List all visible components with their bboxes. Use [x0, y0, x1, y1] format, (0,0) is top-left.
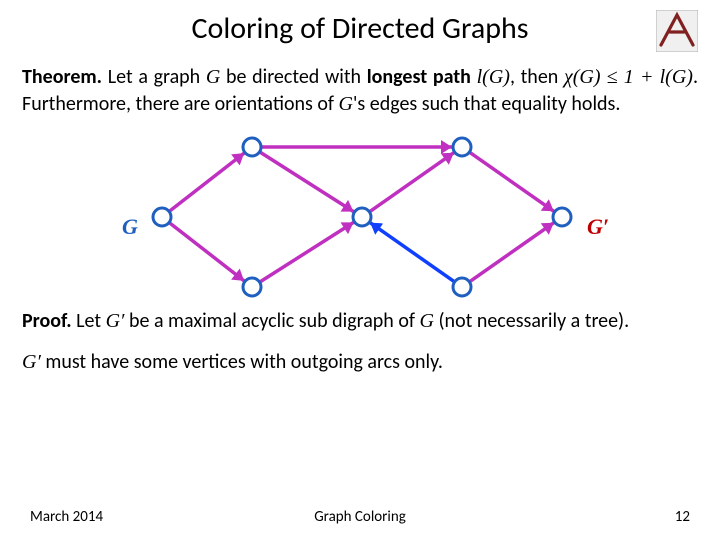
- longest-path: longest path: [367, 65, 471, 89]
- var-G2: G: [339, 93, 353, 115]
- label-G: G: [122, 214, 138, 240]
- footer-title: Graph Coloring: [314, 508, 406, 526]
- var-Gp2: G′: [22, 351, 41, 373]
- footer-date: March 2014: [30, 508, 103, 526]
- proof-line2: G′ must have some vertices with outgoing…: [22, 349, 698, 376]
- graph-diagram: G G′: [22, 122, 698, 302]
- label-Gprime: G′: [587, 214, 609, 240]
- footer-page: 12: [675, 508, 690, 526]
- technion-logo-icon: [656, 10, 698, 52]
- var-G3: G: [420, 310, 434, 332]
- theorem-label: Theorem.: [22, 65, 102, 89]
- chi-ineq: χ(G) ≤ 1 + l(G): [564, 66, 693, 88]
- proof-label: Proof.: [22, 309, 72, 333]
- title-row: Coloring of Directed Graphs: [22, 10, 698, 58]
- slide-title: Coloring of Directed Graphs: [22, 10, 698, 47]
- footer: March 2014 Graph Coloring 12: [0, 508, 720, 526]
- var-G: G: [206, 66, 220, 88]
- lG: l(G): [477, 66, 510, 88]
- theorem-text: Theorem. Let a graph G be directed with …: [22, 64, 698, 118]
- proof-text: Proof. Let G′ be a maximal acyclic sub d…: [22, 308, 698, 335]
- slide: Coloring of Directed Graphs Theorem. Let…: [0, 0, 720, 540]
- var-Gp: G′: [106, 310, 125, 332]
